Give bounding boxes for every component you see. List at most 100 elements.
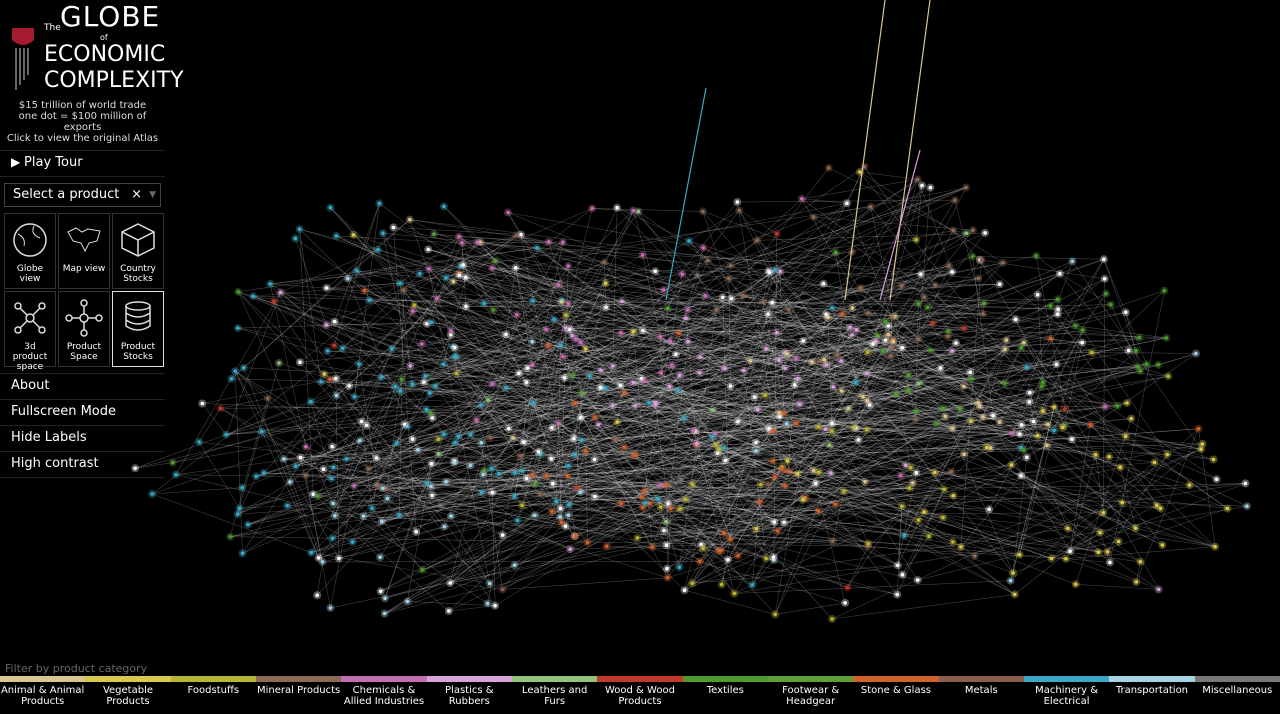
link [561,497,806,523]
category-button[interactable]: Footwear & Headgear [767,676,854,714]
category-button[interactable]: Chemicals & Allied Industries [341,676,427,714]
category-button[interactable]: Leathers and Furs [511,676,598,714]
link [515,267,797,359]
link [539,493,898,595]
node [866,311,871,315]
node [927,534,931,539]
link [239,460,455,509]
node [592,457,597,462]
link [492,267,921,275]
link [699,538,731,562]
node [722,446,726,450]
link [231,249,379,380]
link [520,234,774,432]
node [647,400,651,405]
view-button[interactable]: Globe view [4,213,56,289]
play-tour[interactable]: ▶ Play Tour [0,150,165,177]
node [1135,364,1140,369]
menu-item[interactable]: Fullscreen Mode [0,400,165,426]
link [334,345,433,419]
node [584,449,588,453]
link [454,462,704,549]
link [687,341,744,371]
link [853,262,1004,428]
category-button[interactable]: Stone & Glass [853,676,939,714]
link [774,429,868,615]
link [1095,454,1104,513]
category-button[interactable]: Foodstuffs [170,676,256,714]
node [611,364,615,368]
link [327,350,455,358]
node [432,232,436,236]
menu-item[interactable]: Hide Labels [0,426,165,452]
product-select[interactable]: Select a product × ▼ [4,183,161,207]
category-button[interactable]: Animal & Animal Products [0,676,86,714]
link [724,368,789,472]
link [818,426,918,581]
node [800,197,804,201]
category-button[interactable]: Wood & Wood Products [597,676,683,714]
node [922,295,926,300]
node [550,509,554,514]
link [448,508,561,612]
link [507,212,704,249]
link [326,324,411,367]
category-button[interactable]: Transportation [1109,676,1195,714]
link [152,487,243,495]
link [1136,561,1141,583]
menu-item[interactable]: About [0,373,165,400]
view-button[interactable]: 3d product space [4,291,56,372]
clear-button[interactable]: × [131,187,142,202]
link [786,423,819,428]
category-button[interactable]: Metals [938,676,1024,714]
link [668,503,778,532]
link [835,252,857,383]
category-button[interactable]: Miscellaneous [1194,676,1280,714]
node [916,337,921,342]
node [1124,310,1128,315]
view-button[interactable]: Product Space [58,291,110,367]
view-button[interactable]: Country Stocks [112,213,164,289]
atlas-link[interactable]: Click to view the original Atlas [6,133,159,144]
node [1158,506,1163,511]
view-button[interactable]: Product Stocks [112,291,164,367]
category-button[interactable]: Textiles [682,676,768,714]
node [723,458,728,463]
node [831,539,835,543]
node [559,343,563,348]
node [449,328,453,333]
node [382,611,387,616]
node [962,452,966,457]
menu-item[interactable]: High contrast [0,452,165,478]
link [381,376,635,456]
node [981,415,985,419]
link [220,408,332,479]
node [500,533,505,537]
link [644,340,877,491]
link [231,219,410,380]
link [774,269,945,490]
link [581,392,719,552]
node [410,309,415,313]
node [1211,457,1216,462]
link [334,271,953,517]
link [612,207,618,367]
node [668,339,673,343]
link [581,274,921,441]
view-button[interactable]: Map view [58,213,110,289]
node [773,268,777,272]
node [891,339,896,344]
link [569,329,582,393]
node [331,465,336,470]
link [235,370,503,536]
link [892,340,1020,435]
link [1010,407,1055,581]
category-button[interactable]: Mineral Products [255,676,342,714]
logo[interactable]: The GLOBE of ECONOMIC COMPLEXITY [0,0,184,100]
category-button[interactable]: Vegetable Products [85,676,171,714]
link [964,454,1216,547]
link [605,283,662,374]
category-button[interactable]: Plastics & Rubbers [426,676,512,714]
category-button[interactable]: Machinery & Electrical [1023,676,1110,714]
link [454,347,457,374]
